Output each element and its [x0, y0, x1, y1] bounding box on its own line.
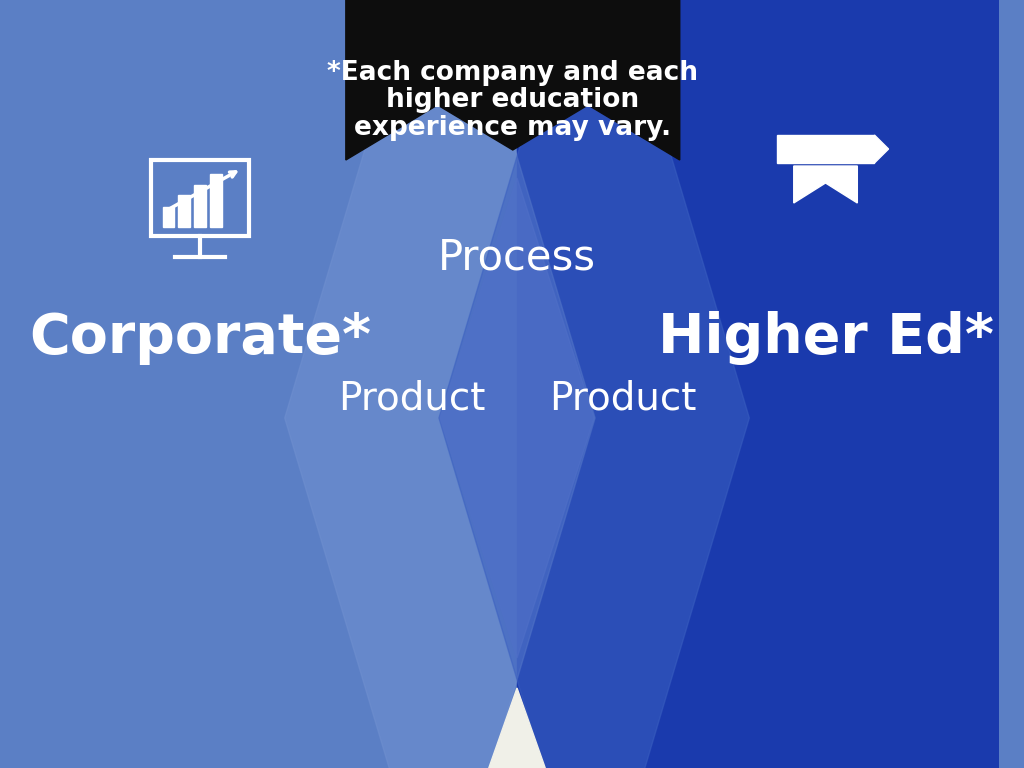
- Polygon shape: [439, 0, 750, 768]
- Bar: [163, 207, 174, 227]
- Bar: [210, 174, 222, 227]
- Text: experience may vary.: experience may vary.: [353, 115, 671, 141]
- Text: *Each company and each: *Each company and each: [327, 60, 697, 86]
- Text: Product: Product: [550, 379, 697, 417]
- Bar: [178, 195, 190, 227]
- Bar: [36, 0, 517, 768]
- Text: Higher Ed*: Higher Ed*: [657, 311, 993, 365]
- Polygon shape: [440, 178, 594, 658]
- Polygon shape: [776, 135, 874, 163]
- Polygon shape: [874, 135, 889, 163]
- Text: higher education: higher education: [386, 87, 639, 113]
- Text: Product: Product: [338, 379, 485, 417]
- Polygon shape: [794, 166, 857, 203]
- Text: Corporate*: Corporate*: [29, 311, 371, 365]
- Bar: [195, 185, 206, 227]
- Polygon shape: [285, 0, 595, 768]
- Text: Process: Process: [438, 237, 596, 279]
- Polygon shape: [346, 0, 680, 160]
- Bar: [517, 0, 998, 768]
- Polygon shape: [488, 688, 545, 768]
- Bar: [151, 161, 250, 236]
